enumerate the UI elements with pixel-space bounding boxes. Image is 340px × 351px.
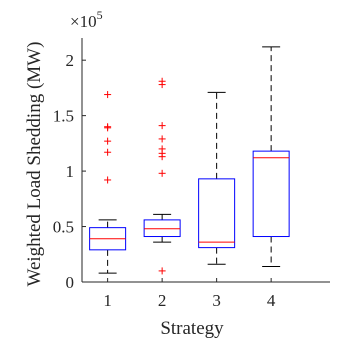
outlier-marker bbox=[158, 135, 166, 143]
x-axis-label: Strategy bbox=[160, 318, 224, 339]
outlier-marker bbox=[104, 137, 112, 145]
y-tick-label: 1 bbox=[66, 162, 75, 181]
box-group-1 bbox=[89, 91, 127, 274]
y-tick-label: 0.5 bbox=[53, 218, 74, 237]
box-group-3 bbox=[198, 91, 236, 265]
iqr-box bbox=[143, 219, 181, 238]
plot-axes: 0 0.5 1 1.5 2 1 2 3 4 bbox=[53, 38, 330, 310]
x-tick-label: 1 bbox=[103, 291, 112, 310]
box-group-4 bbox=[252, 46, 290, 267]
iqr-box bbox=[252, 150, 290, 238]
y-multiplier-base: ×10 bbox=[70, 12, 97, 31]
y-axis-label: Weighted Load Shedding (MW) bbox=[24, 42, 45, 287]
iqr-box bbox=[198, 178, 236, 249]
outlier-marker bbox=[104, 176, 112, 184]
box-group-2 bbox=[143, 77, 181, 275]
y-tick-label: 0 bbox=[66, 273, 75, 292]
plot-marks bbox=[89, 46, 290, 275]
outlier-marker bbox=[104, 148, 112, 156]
outlier-marker bbox=[104, 124, 112, 132]
outlier-marker bbox=[158, 122, 166, 130]
x-tick-label: 4 bbox=[267, 291, 276, 310]
x-tick-label: 3 bbox=[212, 291, 221, 310]
outlier-marker bbox=[158, 153, 166, 161]
x-tick-label: 2 bbox=[158, 291, 167, 310]
y-tick-label: 1.5 bbox=[53, 107, 74, 126]
y-multiplier-label: ×105 bbox=[70, 8, 103, 31]
outlier-marker bbox=[158, 81, 166, 89]
y-multiplier-exponent: 5 bbox=[97, 8, 103, 22]
y-tick-label: 2 bbox=[66, 51, 75, 70]
outlier-marker bbox=[158, 267, 166, 275]
outlier-marker bbox=[104, 91, 112, 99]
outlier-marker bbox=[158, 169, 166, 177]
